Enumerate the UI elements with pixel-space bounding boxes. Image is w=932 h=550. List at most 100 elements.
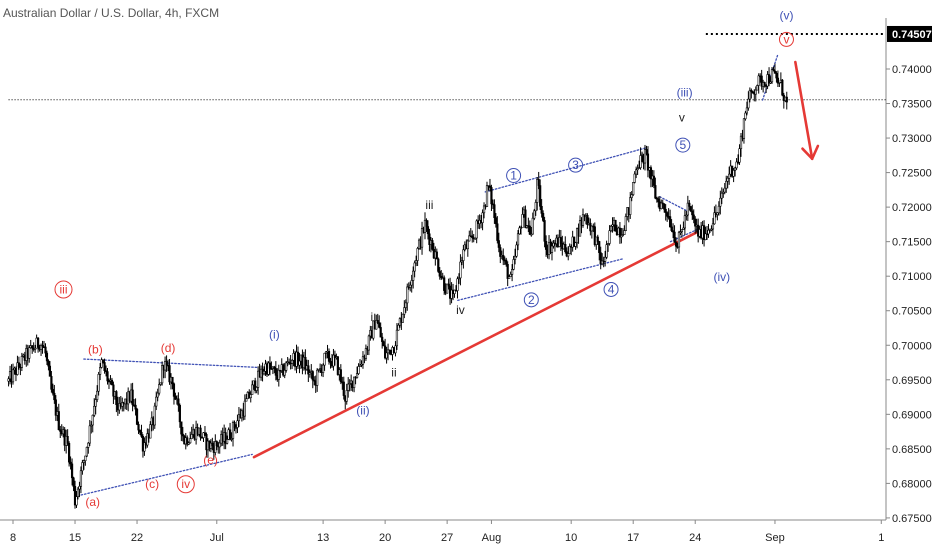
candle-body: [251, 384, 254, 395]
candle-body: [245, 398, 248, 402]
candle-body: [171, 376, 174, 385]
candle-body: [181, 433, 184, 437]
candle-body: [661, 202, 664, 205]
candle-body: [574, 242, 577, 247]
candle-body: [149, 424, 152, 439]
wave-label-text: (i): [269, 327, 280, 341]
candle-body: [336, 356, 339, 375]
candle-body: [511, 269, 514, 275]
candle-body: [81, 462, 84, 472]
candle-body: [347, 383, 350, 391]
time-tick-label: 10: [565, 532, 577, 544]
main-support-trendline[interactable]: [252, 229, 701, 459]
wave-label-text: iii: [425, 198, 433, 212]
candle: [103, 358, 106, 374]
candle-body: [428, 233, 431, 245]
candle-body: [285, 362, 288, 371]
time-tick-label: 22: [131, 532, 143, 544]
channel-upper-trendline[interactable]: [484, 147, 648, 193]
candle: [611, 217, 614, 233]
candle-body: [7, 378, 10, 382]
triangle-lower-trendline[interactable]: [77, 453, 253, 497]
candle: [347, 377, 350, 398]
candle-body: [426, 226, 430, 235]
triangle-upper-trendline[interactable]: [83, 358, 258, 369]
candle-body: [288, 361, 291, 364]
candle: [131, 382, 134, 412]
candle: [511, 264, 514, 282]
candle-body: [187, 442, 190, 445]
channel-lower-trendline[interactable]: [457, 258, 624, 302]
candle-body: [172, 383, 176, 397]
candle: [435, 248, 438, 260]
candle: [410, 274, 413, 293]
candle: [203, 426, 207, 436]
candle-body: [623, 230, 626, 235]
candle: [438, 267, 441, 280]
candle-body: [211, 442, 214, 447]
candle: [174, 392, 177, 400]
candle-body: [671, 230, 675, 233]
candle: [143, 437, 146, 456]
price-tick-label: 0.68000: [892, 478, 932, 490]
candle-body: [367, 335, 370, 351]
candle: [540, 199, 543, 218]
projection-arrow-shaft[interactable]: [794, 60, 814, 161]
candle-body: [138, 429, 142, 433]
candle: [75, 490, 78, 508]
candle-body: [645, 149, 648, 155]
candlestick-series: [7, 63, 788, 509]
candle: [409, 281, 412, 292]
candle: [778, 81, 781, 87]
candle: [573, 236, 576, 247]
candle-body: [20, 356, 23, 368]
candle-body: [378, 322, 381, 328]
candle: [542, 210, 545, 222]
candle-body: [316, 369, 319, 386]
candle: [459, 254, 462, 286]
candle-body: [94, 399, 97, 407]
candle-body: [236, 420, 239, 428]
candle: [725, 175, 728, 193]
candle: [153, 402, 156, 429]
wave-label-text: (a): [85, 495, 100, 509]
candle: [51, 383, 54, 396]
candle-body: [785, 96, 788, 103]
candle: [57, 403, 60, 431]
candle-body: [146, 433, 149, 446]
candle-body: [317, 369, 320, 371]
candle: [425, 218, 428, 232]
candle-body: [70, 463, 74, 479]
peak-wedge-trendline[interactable]: [761, 54, 779, 101]
candle-body: [466, 240, 469, 250]
candle: [342, 376, 345, 400]
candle: [257, 366, 260, 395]
candle-body: [682, 227, 685, 230]
candle: [81, 459, 84, 475]
candle: [385, 346, 388, 364]
candle: [632, 182, 635, 197]
candle-body: [48, 365, 52, 377]
candle-body: [375, 320, 378, 330]
candle: [512, 255, 515, 271]
candle: [453, 289, 456, 298]
candle-body: [118, 403, 121, 411]
candle: [763, 81, 766, 88]
candle: [719, 190, 722, 215]
candle: [518, 225, 521, 235]
candle: [99, 363, 102, 381]
candle: [468, 230, 471, 242]
candle: [277, 364, 280, 387]
candle: [384, 338, 387, 360]
wave-label-text: i: [370, 310, 373, 324]
candle: [82, 459, 85, 470]
wedge-upper-trendline[interactable]: [659, 196, 688, 212]
candle: [466, 239, 469, 257]
candle: [66, 429, 69, 446]
candle-body: [614, 219, 617, 232]
candle-body: [174, 396, 177, 400]
candle-body: [168, 365, 171, 383]
candle: [178, 403, 181, 428]
candle-body: [559, 237, 562, 244]
